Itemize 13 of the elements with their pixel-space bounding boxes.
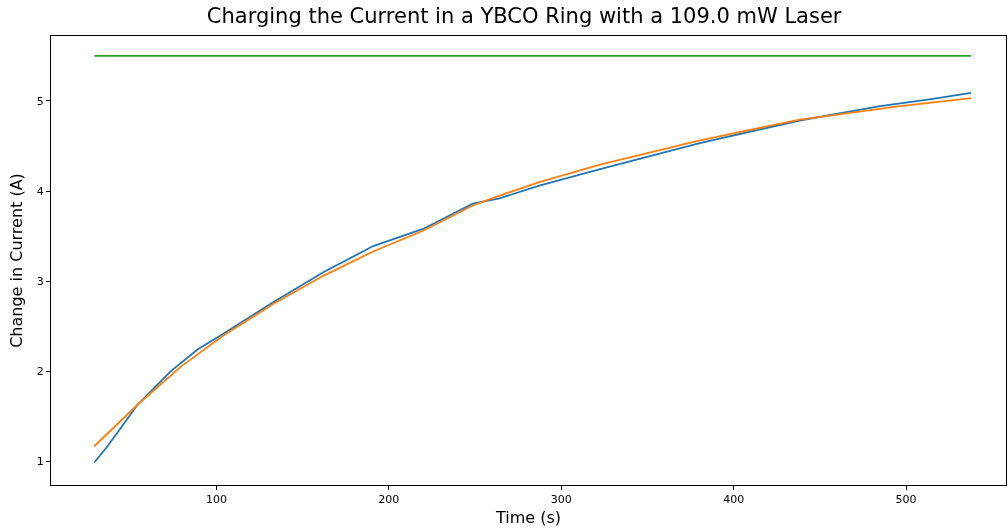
x-tick-label: 200	[378, 493, 400, 507]
y-tick-label: 2	[36, 365, 44, 379]
x-tick-label: 100	[205, 493, 227, 507]
y-tick-label: 1	[36, 455, 44, 469]
y-axis-title: Change in Current (A)	[6, 173, 26, 348]
x-tick-label: 300	[550, 493, 572, 507]
y-tick-label: 5	[36, 94, 44, 108]
x-tick-label: 400	[723, 493, 745, 507]
y-tick-label: 3	[36, 275, 44, 289]
chart-title: Charging the Current in a YBCO Ring with a 109.0 mW Laser	[206, 3, 842, 28]
x-tick-label: 500	[895, 493, 917, 507]
x-axis-title: Time (s)	[494, 507, 562, 527]
y-tick-label: 4	[36, 184, 44, 198]
